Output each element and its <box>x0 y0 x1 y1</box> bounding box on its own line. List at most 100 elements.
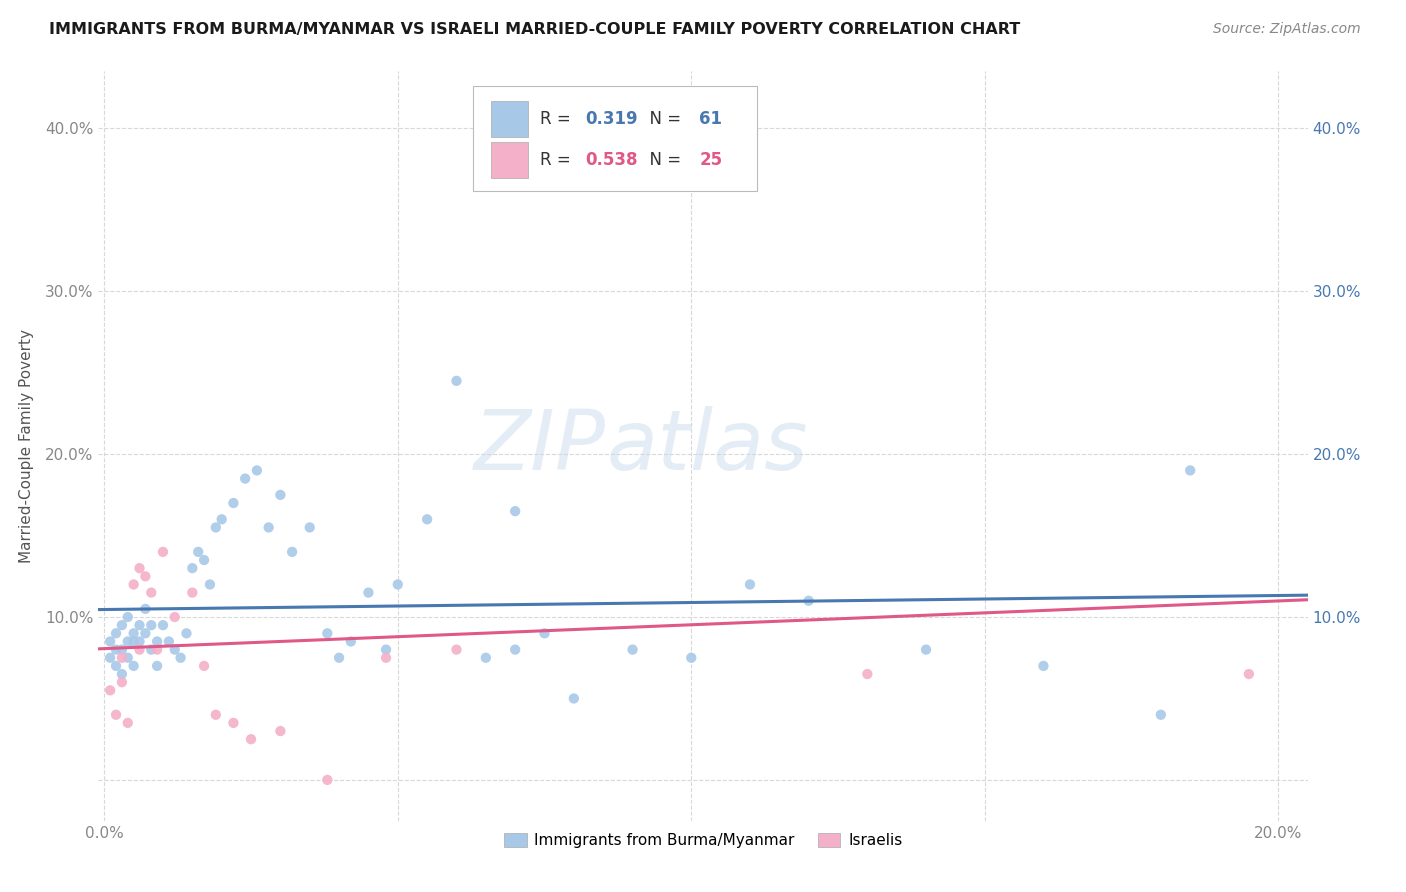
Point <box>562 691 585 706</box>
Point <box>146 634 169 648</box>
Point <box>128 561 150 575</box>
Point <box>193 659 215 673</box>
Point <box>111 675 134 690</box>
Point <box>281 545 304 559</box>
Point <box>98 650 121 665</box>
Point <box>533 170 555 185</box>
Point <box>446 374 468 388</box>
Point <box>134 569 156 583</box>
Y-axis label: Married-Couple Family Poverty: Married-Couple Family Poverty <box>18 329 34 563</box>
Point <box>169 650 191 665</box>
Point <box>128 618 150 632</box>
FancyBboxPatch shape <box>492 142 527 178</box>
Point <box>269 724 291 739</box>
Point <box>503 642 526 657</box>
Point <box>246 463 269 477</box>
Point <box>105 659 128 673</box>
Point <box>797 593 820 607</box>
Point <box>621 642 644 657</box>
Point <box>1180 463 1202 477</box>
Point <box>856 667 879 681</box>
Point <box>141 642 163 657</box>
Point <box>134 602 156 616</box>
Point <box>222 715 245 730</box>
Point <box>117 610 139 624</box>
Point <box>157 634 180 648</box>
Point <box>211 512 233 526</box>
Text: atlas: atlas <box>606 406 808 486</box>
Text: N =: N = <box>638 111 686 128</box>
Point <box>98 683 121 698</box>
Point <box>240 732 263 747</box>
Point <box>416 512 439 526</box>
Point <box>375 642 398 657</box>
Point <box>181 585 204 599</box>
Point <box>357 585 380 599</box>
Point <box>1237 667 1260 681</box>
Point <box>134 626 156 640</box>
Legend: Immigrants from Burma/Myanmar, Israelis: Immigrants from Burma/Myanmar, Israelis <box>498 827 908 855</box>
Point <box>233 472 256 486</box>
Point <box>128 642 150 657</box>
Point <box>681 650 703 665</box>
Text: 0.538: 0.538 <box>586 152 638 169</box>
Point <box>117 715 139 730</box>
Point <box>122 634 145 648</box>
Point <box>163 610 186 624</box>
Text: IMMIGRANTS FROM BURMA/MYANMAR VS ISRAELI MARRIED-COUPLE FAMILY POVERTY CORRELATI: IMMIGRANTS FROM BURMA/MYANMAR VS ISRAELI… <box>49 22 1021 37</box>
FancyBboxPatch shape <box>474 87 758 191</box>
Point <box>222 496 245 510</box>
Point <box>738 577 761 591</box>
Point <box>193 553 215 567</box>
FancyBboxPatch shape <box>492 102 527 137</box>
Point <box>328 650 350 665</box>
Point <box>141 585 163 599</box>
Text: 0.319: 0.319 <box>586 111 638 128</box>
Text: Source: ZipAtlas.com: Source: ZipAtlas.com <box>1213 22 1361 37</box>
Point <box>533 626 555 640</box>
Point <box>340 634 363 648</box>
Point <box>98 634 121 648</box>
Point <box>122 577 145 591</box>
Point <box>111 618 134 632</box>
Text: ZIP: ZIP <box>474 406 606 486</box>
Point <box>503 504 526 518</box>
Text: 61: 61 <box>699 111 723 128</box>
Point <box>316 772 339 787</box>
Point <box>1150 707 1173 722</box>
Point <box>187 545 209 559</box>
Point <box>141 618 163 632</box>
Point <box>198 577 221 591</box>
Point <box>176 626 198 640</box>
Point <box>152 618 174 632</box>
Point <box>111 642 134 657</box>
Point <box>375 650 398 665</box>
Text: R =: R = <box>540 111 576 128</box>
Point <box>387 577 409 591</box>
Point <box>122 659 145 673</box>
Point <box>163 642 186 657</box>
Point <box>122 626 145 640</box>
Point <box>105 626 128 640</box>
Text: R =: R = <box>540 152 576 169</box>
Point <box>316 626 339 640</box>
Text: N =: N = <box>638 152 686 169</box>
Point <box>146 642 169 657</box>
Point <box>1032 659 1054 673</box>
Point <box>128 634 150 648</box>
Point <box>298 520 321 534</box>
Point <box>257 520 280 534</box>
Point <box>105 642 128 657</box>
Point <box>446 642 468 657</box>
Point <box>117 634 139 648</box>
Point <box>111 650 134 665</box>
Text: 25: 25 <box>699 152 723 169</box>
Point <box>475 650 498 665</box>
Point <box>204 707 226 722</box>
Point <box>152 545 174 559</box>
Point <box>117 650 139 665</box>
Point <box>181 561 204 575</box>
Point <box>204 520 226 534</box>
Point <box>146 659 169 673</box>
Point <box>111 667 134 681</box>
